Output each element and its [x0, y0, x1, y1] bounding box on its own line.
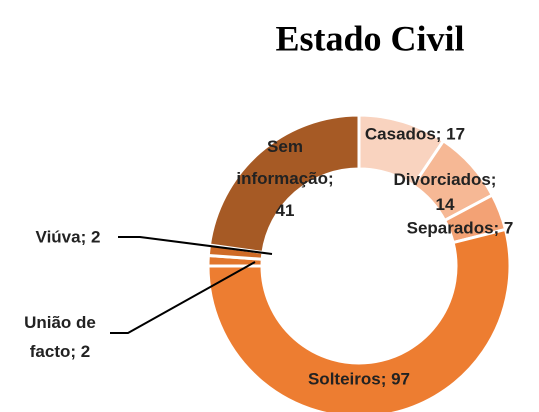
- data-label: Casados; 17: [365, 124, 465, 143]
- data-label: Divorciados; 14: [394, 170, 497, 214]
- slice: Sem informação: [207, 113, 361, 255]
- data-label: Solteiros; 97: [308, 369, 410, 388]
- slice: Solteiros: [206, 227, 512, 412]
- leader-line: [110, 261, 256, 334]
- slices: CasadosDivorciadosSeparadosSolteirosUniã…: [206, 113, 512, 412]
- data-label: Sem informação; 41: [236, 137, 333, 220]
- data-label: União de facto; 2: [24, 313, 96, 361]
- leader-line: [118, 236, 273, 255]
- data-label: Viúva; 2: [36, 227, 101, 246]
- chart-title: Estado Civil: [275, 18, 464, 58]
- data-label: Separados; 7: [407, 218, 514, 237]
